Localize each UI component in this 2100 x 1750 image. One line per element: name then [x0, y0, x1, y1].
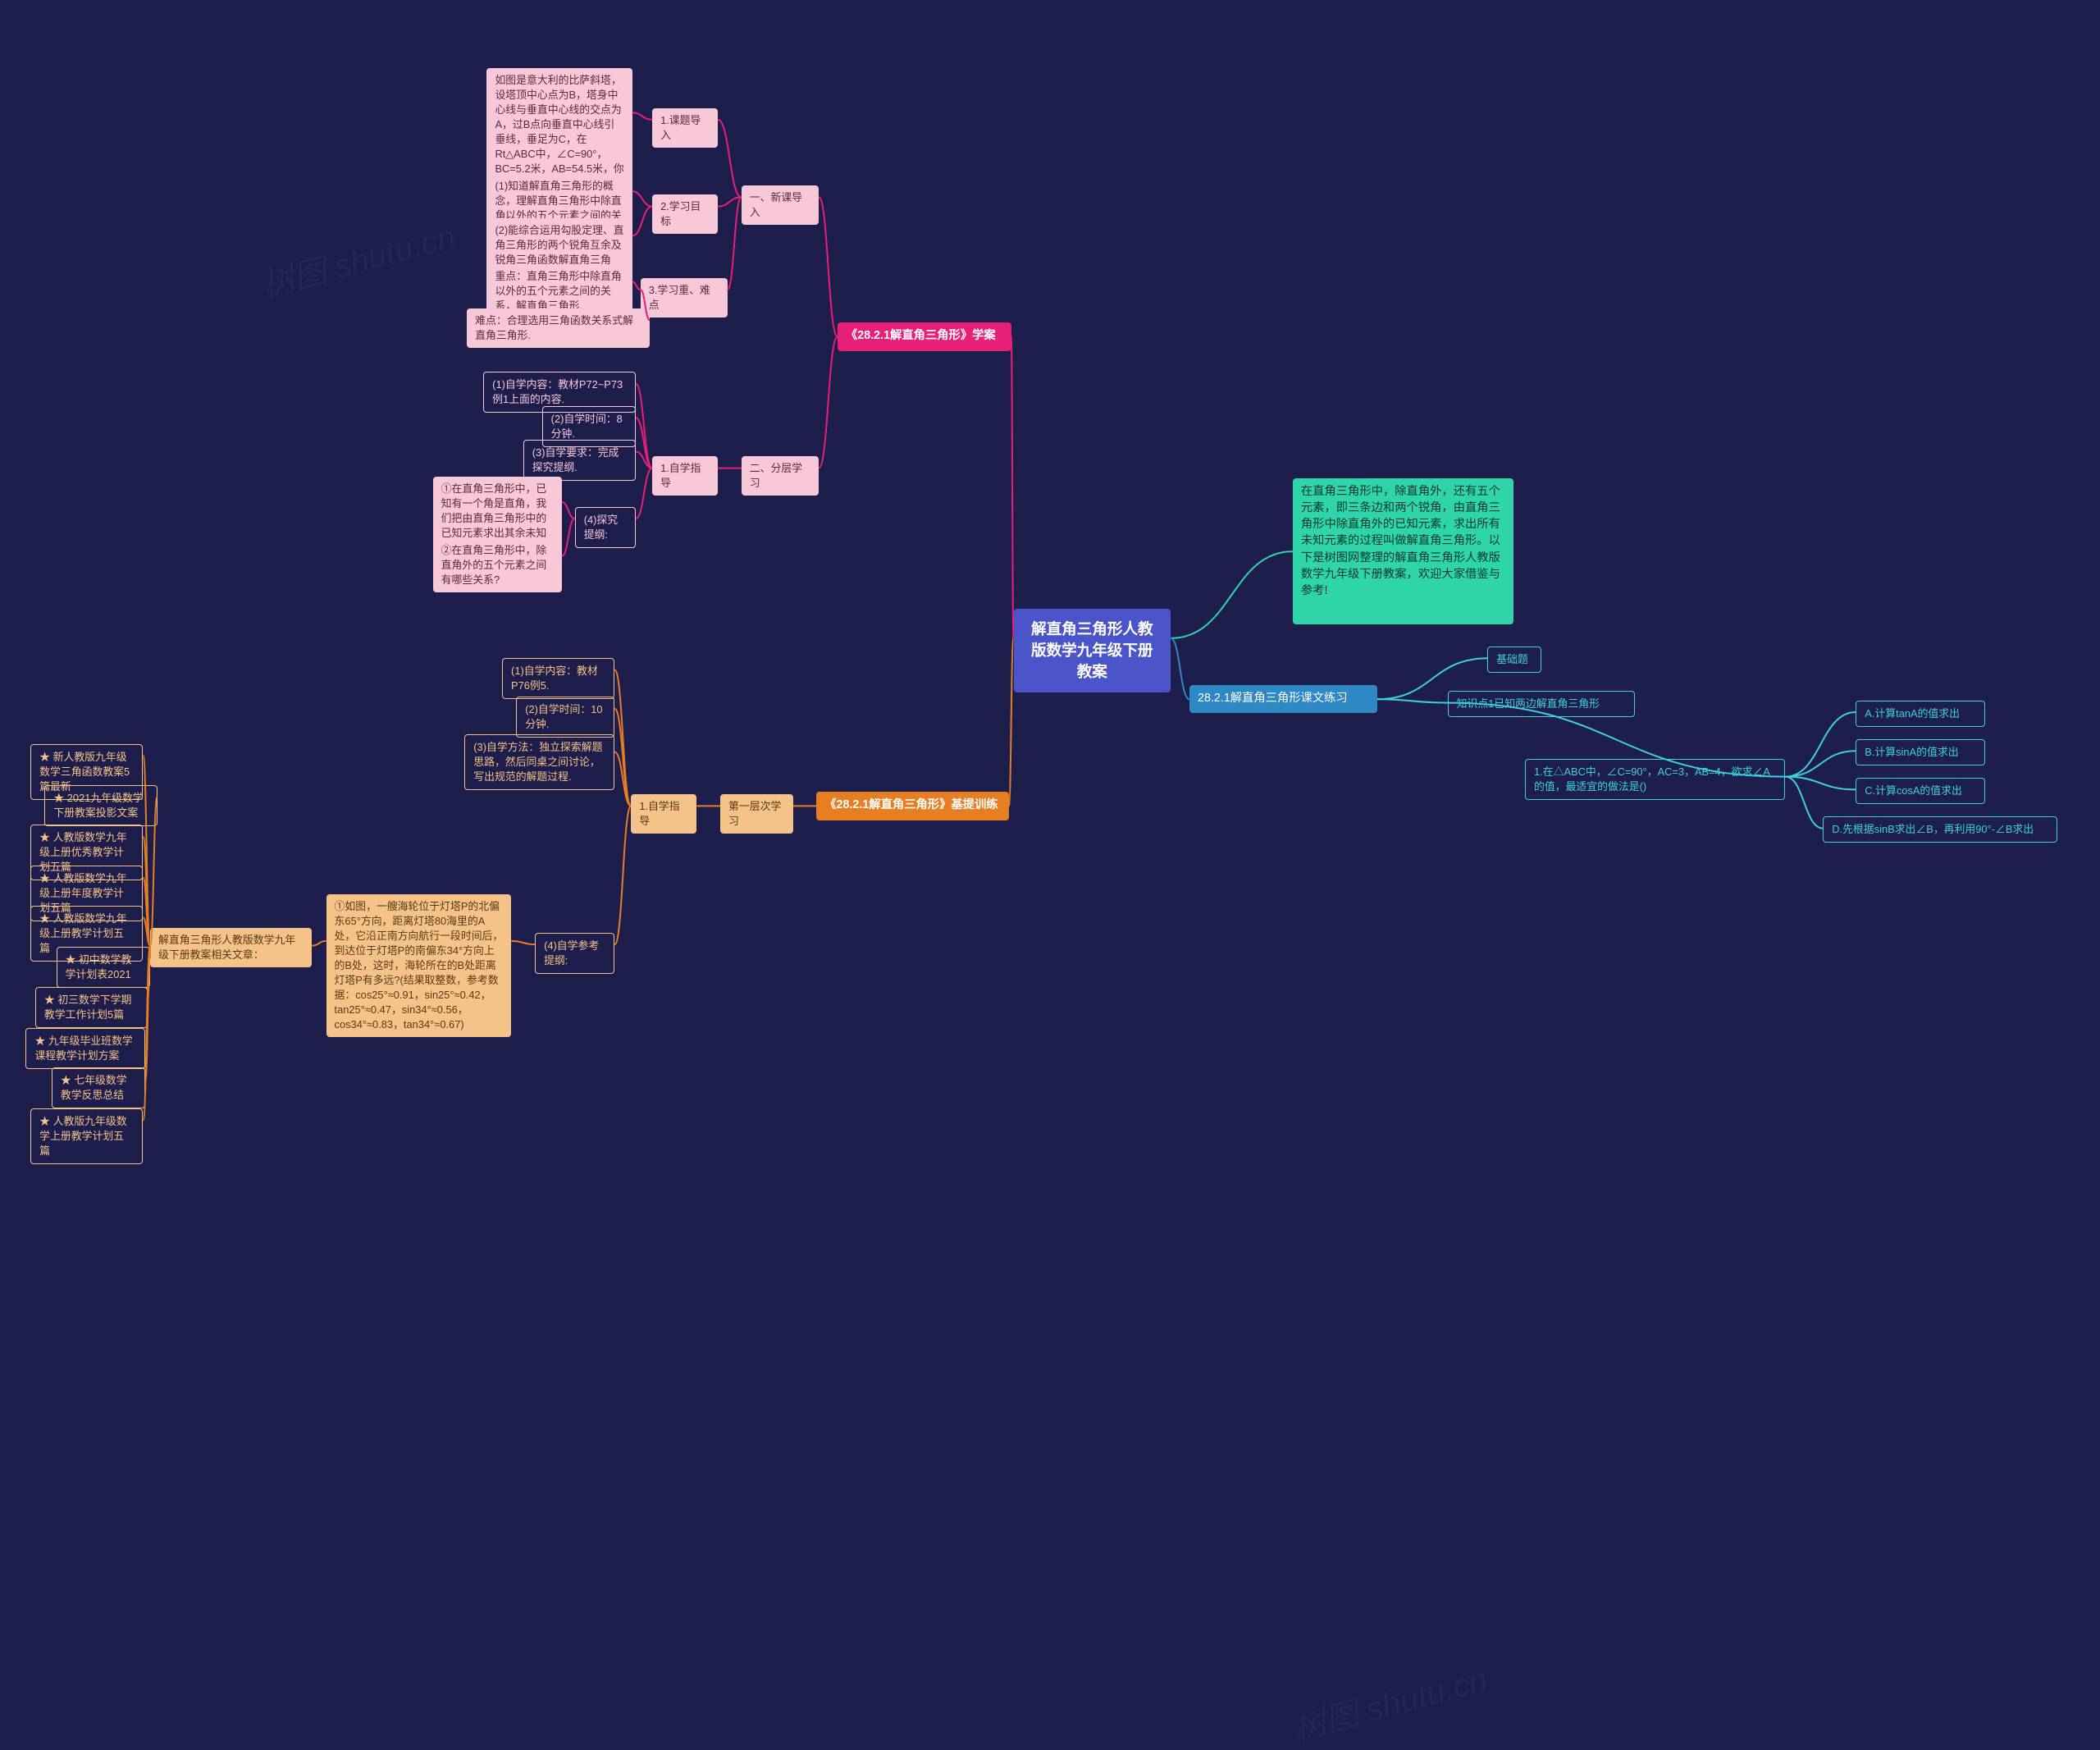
edge-or_guide-or_g3	[614, 752, 631, 806]
node-pink_exp_2[interactable]: ②在直角三角形中，除直角外的五个元素之间有哪些关系?	[433, 538, 562, 592]
edge-pink_1_intro-pink_intro_text	[632, 112, 652, 120]
edge-or_g4_text-or_related	[312, 941, 326, 946]
edge-cyan_q1-cyan_a	[1785, 712, 1856, 777]
edge-cyan_q1-cyan_d	[1785, 777, 1823, 829]
edge-or_guide-or_g1	[614, 670, 631, 806]
edge-pink_self-pink_self_3	[636, 452, 652, 468]
node-blue_practice[interactable]: 28.2.1解直角三角形课文练习	[1189, 685, 1377, 713]
node-pink_sec1[interactable]: 一、新课导入	[742, 185, 819, 225]
edge-or_guide-or_g2	[614, 709, 631, 806]
node-or_r7[interactable]: ★ 初三数学下学期教学工作计划5篇	[35, 987, 148, 1028]
node-orange_train[interactable]: 《28.2.1解直角三角形》基提训练	[816, 792, 1009, 820]
edge-cyan_q1-cyan_c	[1785, 777, 1856, 790]
watermark: 树图 shutu.cn	[1288, 1653, 1492, 1750]
edge-or_related-or_r3	[143, 837, 150, 946]
node-or_guide[interactable]: 1.自学指导	[631, 794, 696, 834]
edge-pink_3_focus-pink_focus_key	[632, 281, 641, 290]
edge-pink_2_goal-pink_goal_1	[632, 191, 652, 207]
edge-cyan_q1-cyan_b	[1785, 751, 1856, 776]
edge-root-blue_practice	[1171, 638, 1189, 699]
node-or_r2[interactable]: ★ 2021九年级数学下册教案投影文案	[44, 785, 157, 826]
node-cyan_d[interactable]: D.先根据sinB求出∠B，再利用90°-∠B求出	[1823, 816, 2057, 843]
node-or_r10[interactable]: ★ 人教版九年级数学上册教学计划五篇	[30, 1108, 143, 1164]
node-or_related[interactable]: 解直角三角形人教版数学九年级下册教案相关文章：	[150, 928, 312, 967]
edge-root-teal_intro	[1171, 551, 1293, 638]
edge-magenta_plan-pink_sec1	[819, 197, 838, 336]
edge-root-orange_train	[1009, 638, 1014, 806]
node-or_g4_text[interactable]: ①如图，一艘海轮位于灯塔P的北偏东65°方向，距离灯塔80海里的A处，它沿正南方…	[326, 894, 512, 1037]
node-pink_self_3[interactable]: (3)自学要求：完成探究提纲.	[523, 440, 636, 481]
node-cyan_b[interactable]: B.计算sinA的值求出	[1856, 739, 1984, 765]
edge-or_guide-or_g4	[614, 806, 631, 944]
mindmap-canvas: 树图 shutu.cn树图 shutu.cn树图 shutu.cn解直角三角形人…	[0, 0, 2100, 1236]
edge-or_related-or_r5	[143, 917, 150, 945]
node-or_g3[interactable]: (3)自学方法：独立探索解题思路，然后同桌之间讨论，写出规范的解题过程.	[464, 734, 614, 790]
edge-or_related-or_r1	[143, 756, 150, 946]
node-or_r9[interactable]: ★ 七年级数学教学反思总结	[52, 1067, 145, 1108]
node-or_r6[interactable]: ★ 初中数学教学计划表2021	[57, 947, 150, 988]
edge-blue_practice-cyan_know	[1377, 699, 1448, 702]
edge-pink_2_goal-pink_goal_2	[632, 207, 652, 236]
edge-or_related-or_r4	[143, 878, 150, 946]
node-pink_self[interactable]: 1.自学指导	[652, 456, 718, 496]
node-pink_1_intro[interactable]: 1.课题导入	[652, 108, 718, 148]
edge-magenta_plan-pink_sec2	[819, 336, 838, 468]
node-teal_intro[interactable]: 在直角三角形中，除直角外，还有五个元素，即三条边和两个锐角，由直角三角形中除直角…	[1293, 478, 1513, 624]
node-pink_sec2[interactable]: 二、分层学习	[742, 456, 819, 496]
node-cyan_basic[interactable]: 基础题	[1487, 647, 1541, 673]
node-or_first[interactable]: 第一层次学习	[720, 794, 793, 834]
edge-or_g4-or_g4_text	[511, 941, 535, 944]
node-or_r8[interactable]: ★ 九年级毕业班数学课程教学计划方案	[25, 1028, 145, 1069]
watermark: 树图 shutu.cn	[255, 210, 459, 308]
edge-pink_self_4-pink_exp_1	[562, 502, 575, 519]
node-pink_3_focus[interactable]: 3.学习重、难点	[641, 278, 728, 318]
node-cyan_know[interactable]: 知识点1已知两边解直角三角形	[1448, 691, 1636, 717]
node-or_g1[interactable]: (1)自学内容：教材P76例5.	[502, 658, 614, 699]
edge-pink_self-pink_self_1	[636, 384, 652, 468]
node-cyan_q1[interactable]: 1.在△ABC中，∠C=90°，AC=3，AB=4，欲求∠A的值，最适宜的做法是…	[1525, 759, 1785, 800]
node-or_g4[interactable]: (4)自学参考提纲:	[535, 933, 614, 974]
edge-pink_self-pink_self_2	[636, 418, 652, 468]
node-or_g2[interactable]: (2)自学时间：10分钟.	[516, 697, 614, 738]
edge-pink_self-pink_self_4	[636, 468, 652, 519]
edge-root-magenta_plan	[1011, 336, 1014, 638]
edge-pink_sec1-pink_1_intro	[718, 120, 742, 197]
node-pink_focus_diff[interactable]: 难点：合理选用三角函数关系式解直角三角形.	[467, 308, 650, 348]
node-root[interactable]: 解直角三角形人教版数学九年级下册教案	[1014, 609, 1171, 692]
node-cyan_a[interactable]: A.计算tanA的值求出	[1856, 701, 1984, 727]
edge-pink_sec1-pink_3_focus	[728, 197, 742, 290]
node-cyan_c[interactable]: C.计算cosA的值求出	[1856, 778, 1984, 804]
edge-pink_self_4-pink_exp_2	[562, 519, 575, 556]
node-pink_2_goal[interactable]: 2.学习目标	[652, 194, 718, 234]
node-magenta_plan[interactable]: 《28.2.1解直角三角形》学案	[838, 322, 1011, 350]
node-pink_self_4[interactable]: (4)探究提纲:	[575, 507, 636, 548]
edge-pink_sec1-pink_2_goal	[718, 197, 742, 206]
